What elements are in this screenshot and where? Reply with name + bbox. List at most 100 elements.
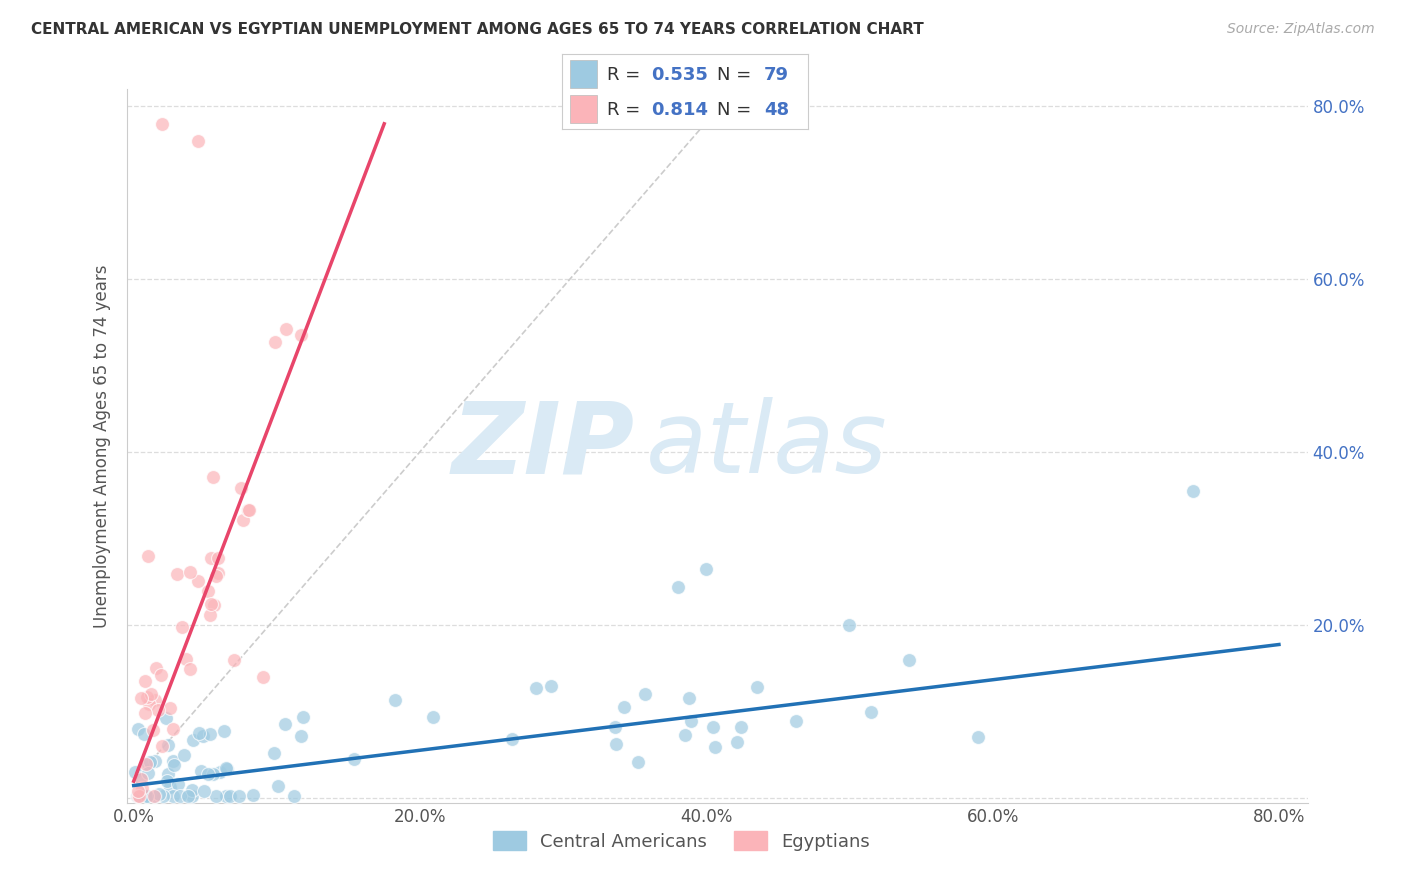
Point xyxy=(274,322,297,336)
Point xyxy=(215,789,238,803)
Point xyxy=(127,789,149,803)
Point xyxy=(202,767,225,781)
Point xyxy=(193,784,215,798)
Text: atlas: atlas xyxy=(647,398,887,494)
Point xyxy=(181,789,204,803)
Point xyxy=(704,740,727,755)
Point xyxy=(163,757,186,772)
Point xyxy=(129,772,152,787)
Point xyxy=(212,723,235,738)
Point xyxy=(627,755,650,769)
Legend: Central Americans, Egyptians: Central Americans, Egyptians xyxy=(486,824,877,858)
Point xyxy=(136,549,159,564)
Point xyxy=(159,780,181,795)
Point xyxy=(173,747,195,762)
Point xyxy=(134,706,156,720)
Point xyxy=(745,680,768,694)
Point xyxy=(135,789,157,803)
Text: 0.814: 0.814 xyxy=(651,102,709,120)
Point xyxy=(167,777,190,791)
Point xyxy=(342,752,364,766)
Point xyxy=(156,738,179,752)
Point xyxy=(678,691,700,706)
Point xyxy=(139,687,162,701)
Point xyxy=(187,574,209,588)
Point xyxy=(155,711,177,725)
Point xyxy=(127,722,149,736)
Point xyxy=(198,607,221,622)
Point xyxy=(150,739,173,753)
Point xyxy=(266,780,288,794)
Point xyxy=(150,117,173,131)
Point xyxy=(524,681,547,695)
Point xyxy=(132,789,155,803)
Point xyxy=(143,789,166,803)
FancyBboxPatch shape xyxy=(569,60,596,87)
Point xyxy=(859,705,882,719)
Point xyxy=(205,789,228,803)
Point xyxy=(207,566,229,580)
Point xyxy=(603,721,626,735)
Text: N =: N = xyxy=(717,102,758,120)
Point xyxy=(181,732,204,747)
Point xyxy=(898,652,921,666)
Point xyxy=(966,730,988,744)
Point xyxy=(202,470,225,484)
Point xyxy=(128,789,150,803)
Point xyxy=(127,789,149,803)
Point xyxy=(145,661,167,675)
Point xyxy=(135,690,157,705)
Point xyxy=(207,551,229,566)
Point xyxy=(695,562,717,576)
Point xyxy=(177,789,200,803)
Point xyxy=(673,728,696,742)
Y-axis label: Unemployment Among Ages 65 to 74 years: Unemployment Among Ages 65 to 74 years xyxy=(93,264,111,628)
Point xyxy=(283,789,305,803)
Text: ZIP: ZIP xyxy=(451,398,634,494)
Point xyxy=(274,717,297,731)
Point xyxy=(238,503,260,517)
Point xyxy=(205,569,228,583)
Point xyxy=(135,789,157,803)
Point xyxy=(202,598,225,612)
Point xyxy=(501,732,523,747)
Point xyxy=(725,735,748,749)
Point xyxy=(157,766,180,780)
Point xyxy=(290,729,312,743)
Point xyxy=(139,756,162,770)
Text: N =: N = xyxy=(717,66,758,84)
Point xyxy=(263,747,285,761)
Point xyxy=(730,720,752,734)
Point xyxy=(228,789,250,803)
Point xyxy=(187,134,209,148)
Text: Source: ZipAtlas.com: Source: ZipAtlas.com xyxy=(1227,22,1375,37)
Point xyxy=(613,700,636,714)
Point xyxy=(136,757,159,772)
Point xyxy=(215,761,238,775)
Point xyxy=(190,764,212,778)
Point xyxy=(634,687,657,701)
Point xyxy=(166,566,188,581)
Point xyxy=(702,720,724,734)
Point xyxy=(180,783,202,797)
Point xyxy=(252,670,274,684)
Point xyxy=(292,710,315,724)
Point xyxy=(156,773,179,788)
Point xyxy=(132,727,155,741)
FancyBboxPatch shape xyxy=(569,95,596,123)
Point xyxy=(135,757,157,772)
Point xyxy=(179,663,201,677)
Point xyxy=(208,764,231,779)
Text: R =: R = xyxy=(607,102,645,120)
Point xyxy=(200,598,222,612)
Point xyxy=(131,781,153,796)
Point xyxy=(679,714,702,729)
Point xyxy=(162,754,184,768)
Point xyxy=(238,503,260,517)
Point xyxy=(232,513,254,527)
Point xyxy=(136,766,159,780)
Point xyxy=(605,737,627,751)
Point xyxy=(188,726,211,740)
Point xyxy=(422,709,444,723)
Point xyxy=(172,620,194,634)
